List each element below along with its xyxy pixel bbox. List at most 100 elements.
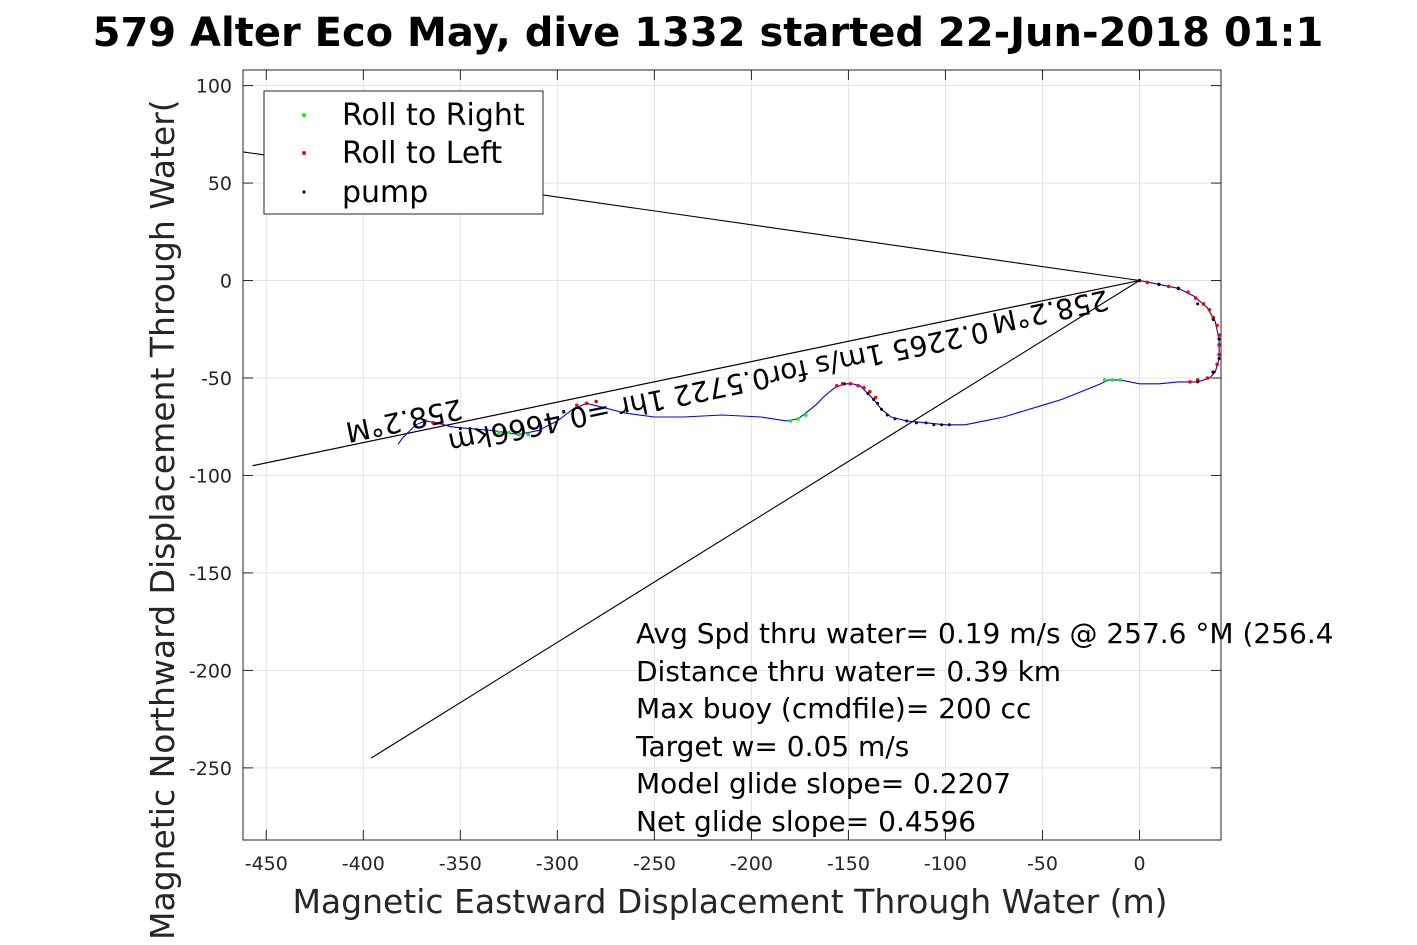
legend-marker-pump — [302, 190, 306, 194]
pump-point — [940, 423, 944, 427]
pump-point — [1196, 380, 1200, 384]
roll-right-point — [516, 432, 521, 437]
roll-left-point — [584, 401, 589, 406]
roll-right-point — [803, 413, 808, 417]
roll-right-point — [1110, 378, 1115, 382]
pump-point — [1217, 337, 1221, 341]
pump-point — [885, 413, 889, 417]
annotation-block: Avg Spd thru water= 0.19 m/s @ 257.6 °M … — [635, 617, 1334, 838]
roll-right-point — [507, 430, 511, 435]
y-tick-label: -250 — [189, 758, 232, 780]
legend: Roll to Right Roll to Left pump — [263, 90, 544, 215]
track — [397, 279, 1220, 445]
roll-right-point — [1118, 378, 1122, 382]
markers — [423, 278, 1221, 437]
y-tick-label: 50 — [208, 173, 232, 195]
x-tick-label: -150 — [827, 853, 870, 875]
pump-point — [893, 417, 897, 421]
roll-left-point — [856, 383, 860, 388]
ticks: -450 -400 -350 -300 -250 -200 -150 -100 -50 0 100 5… — [189, 70, 1221, 875]
y-tick-label: -50 — [201, 368, 232, 390]
annotation-line: Model glide slope= 0.2207 — [636, 767, 1011, 800]
legend-label: pump — [342, 175, 428, 210]
pump-point — [866, 392, 870, 396]
reference-line — [252, 279, 1140, 467]
roll-right-point — [796, 417, 800, 421]
pump-point — [879, 407, 883, 411]
roll-left-point — [1193, 296, 1198, 300]
pump-point — [932, 423, 936, 427]
roll-left-point — [1217, 333, 1221, 337]
track-line — [397, 279, 1220, 445]
roll-left-point — [1166, 284, 1171, 289]
reference-line — [370, 280, 1140, 759]
roll-left-point — [1207, 307, 1212, 312]
pump-point — [876, 401, 880, 405]
roll-left-point — [862, 385, 866, 390]
x-tick-label: -200 — [730, 853, 773, 875]
y-tick-label: -150 — [189, 563, 232, 585]
x-tick-label: -250 — [633, 853, 676, 875]
legend-label: Roll to Left — [342, 136, 502, 171]
x-axis-label: Magnetic Eastward Displacement Through W… — [292, 882, 1167, 921]
y-tick-label: 100 — [196, 76, 232, 98]
roll-left-point — [431, 421, 435, 425]
roll-left-point — [1215, 323, 1219, 328]
x-tick-label: -350 — [439, 853, 482, 875]
roll-left-point — [1217, 343, 1221, 347]
roll-right-point — [497, 430, 501, 435]
roll-left-point — [1188, 380, 1192, 384]
roll-left-point — [834, 383, 839, 388]
roll-left-point — [848, 382, 853, 386]
roll-left-point — [1145, 280, 1150, 285]
plot-frame — [242, 69, 1222, 841]
pump-point — [924, 421, 928, 425]
y-tick-label: 0 — [220, 271, 232, 293]
roll-left-point — [1215, 362, 1219, 367]
y-tick-label: -100 — [189, 465, 232, 487]
y-axis-label: Magnetic Northward Displacement Through … — [143, 99, 182, 940]
roll-right-point — [788, 419, 793, 423]
pump-point — [905, 419, 909, 423]
roll-left-point — [1201, 302, 1206, 306]
legend-marker-roll-right — [302, 113, 306, 117]
x-tick-label: -400 — [342, 853, 385, 875]
pump-point — [914, 421, 918, 425]
pump-point — [1176, 286, 1180, 290]
annotation-line: Target w= 0.05 m/s — [635, 730, 909, 763]
roll-right-point — [526, 432, 531, 437]
pump-point — [1196, 302, 1200, 306]
chart-title: 579 Alter Eco May, dive 1332 started 22-… — [93, 10, 1324, 56]
pump-point — [1157, 282, 1161, 286]
roll-left-point — [574, 403, 579, 408]
pump-point — [1138, 279, 1141, 283]
pump-point — [843, 382, 847, 386]
y-tick-label: -200 — [189, 660, 232, 682]
roll-left-point — [1205, 376, 1210, 380]
pump-point — [468, 427, 472, 431]
pump-point — [458, 427, 462, 431]
roll-left-point — [1186, 290, 1190, 295]
pump-point — [872, 397, 876, 401]
x-tick-label: -50 — [1027, 853, 1058, 875]
x-tick-label: -450 — [245, 853, 288, 875]
pump-point — [1217, 357, 1221, 361]
pump-point — [1211, 370, 1215, 374]
legend-label: Roll to Right — [342, 98, 525, 133]
legend-box — [263, 90, 544, 215]
annotation-line: Max buoy (cmdfile)= 200 cc — [636, 692, 1031, 725]
roll-right-point — [1102, 378, 1107, 382]
pump-point — [1211, 318, 1215, 322]
roll-left-point — [439, 421, 443, 425]
pump-point — [947, 423, 951, 427]
annotation-line: Net glide slope= 0.4596 — [636, 805, 976, 838]
x-tick-label: 0 — [1133, 853, 1145, 875]
legend-marker-roll-left — [302, 151, 306, 155]
x-tick-label: -100 — [924, 853, 967, 875]
annotation-line: Avg Spd thru water= 0.19 m/s @ 257.6 °M … — [636, 617, 1334, 650]
annotation-line: Distance thru water= 0.39 km — [636, 655, 1061, 688]
x-tick-label: -300 — [536, 853, 579, 875]
roll-left-point — [594, 399, 598, 404]
roll-left-point — [423, 419, 428, 423]
